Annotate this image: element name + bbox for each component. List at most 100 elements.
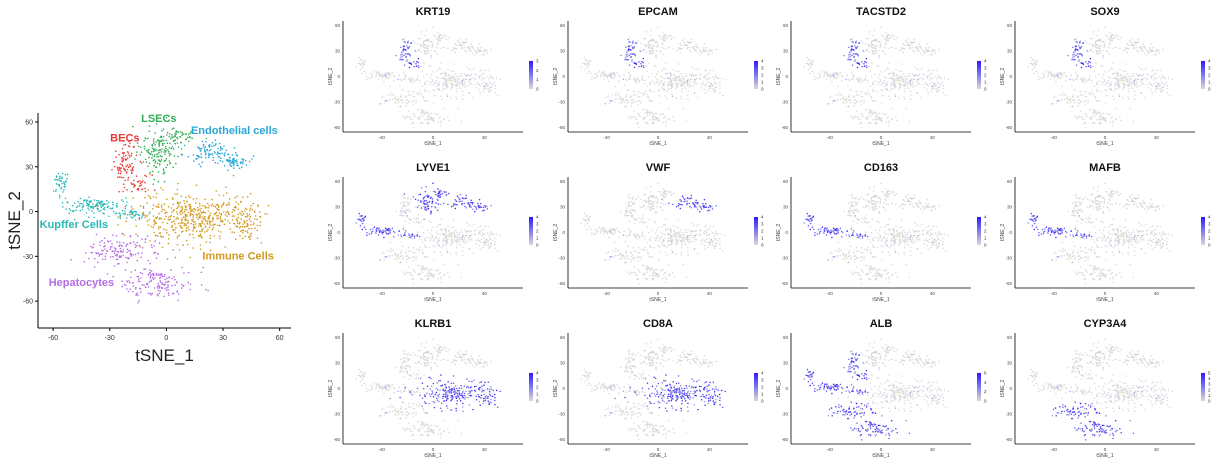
feature-cell-point	[430, 196, 433, 198]
feature-y-tick-label: 0	[337, 74, 340, 79]
cell-point-endothelial-cells	[238, 167, 241, 170]
feature-cell-point	[840, 93, 843, 96]
feature-cell-point	[424, 207, 426, 209]
feature-cell-point	[668, 46, 670, 49]
cell-point-becs	[122, 190, 124, 193]
cell-point-lsecs	[159, 149, 162, 151]
cell-point-hepatocytes	[177, 299, 179, 302]
feature-cell-point	[833, 75, 835, 78]
feature-cell-point	[409, 218, 412, 220]
feature-cell-point	[645, 45, 647, 48]
feature-cell-point	[1095, 40, 1098, 42]
feature-cell-point	[825, 78, 828, 80]
cell-point-kupffer-cells	[119, 213, 121, 215]
feature-cell-point	[881, 103, 883, 105]
cell-point-endothelial-cells	[226, 159, 228, 162]
feature-cell-point	[1109, 121, 1111, 124]
feature-cell-point	[619, 97, 621, 100]
feature-cell-point	[623, 74, 625, 76]
feature-cell-point	[654, 119, 656, 121]
feature-cell-point	[1108, 113, 1110, 116]
feature-cell-point	[414, 206, 417, 208]
feature-cell-point	[1080, 101, 1082, 103]
feature-cell-point	[423, 88, 426, 91]
feature-cell-point	[435, 37, 437, 40]
cell-point-becs	[130, 172, 133, 175]
feature-cell-point	[630, 99, 632, 102]
feature-cell-point	[936, 79, 939, 81]
cell-point-lsecs	[154, 160, 157, 162]
cell-point-immune-cells	[217, 205, 220, 207]
cell-point-becs	[139, 182, 142, 184]
feature-cell-point	[1087, 99, 1090, 102]
feature-cell-point	[873, 39, 875, 42]
feature-cell-point	[691, 73, 693, 76]
feature-cell-point	[490, 48, 492, 51]
feature-cell-point	[887, 67, 890, 70]
cell-point-immune-cells	[178, 234, 180, 237]
cell-point-lsecs	[155, 166, 158, 168]
cell-point-immune-cells	[241, 237, 244, 240]
feature-cell-point	[380, 230, 383, 233]
cell-point-kupffer-cells	[65, 208, 68, 211]
feature-y-tick-label: 30	[560, 48, 566, 53]
feature-cell-point	[419, 82, 421, 85]
feature-cell-point	[1093, 121, 1095, 124]
cell-point-immune-cells	[256, 218, 258, 221]
feature-cell-point	[1087, 63, 1089, 65]
feature-cell-point	[368, 233, 371, 235]
feature-cell-point	[627, 48, 630, 51]
feature-cell-point	[457, 107, 459, 110]
cell-point-lsecs	[172, 136, 174, 138]
feature-cell-point	[482, 53, 484, 56]
feature-cell-point	[1089, 117, 1091, 119]
main-y-tick-label: 0	[29, 209, 33, 216]
cell-point-hepatocytes	[120, 255, 122, 257]
feature-cell-point	[1140, 68, 1142, 70]
feature-cell-point	[1098, 73, 1101, 76]
cell-point-lsecs	[154, 144, 156, 146]
feature-cell-point	[411, 77, 414, 80]
cell-point-lsecs	[151, 156, 153, 159]
feature-cell-point	[384, 99, 386, 102]
feature-cell-point	[489, 82, 492, 85]
feature-cell-point	[663, 40, 665, 43]
cell-point-immune-cells	[154, 222, 156, 224]
cell-point-becs	[117, 169, 120, 172]
feature-cell-point	[893, 78, 895, 81]
feature-y-tick-label: -30	[333, 100, 340, 105]
feature-cell-point	[389, 85, 391, 88]
feature-cell-point	[609, 71, 612, 74]
feature-cell-point	[683, 81, 685, 84]
cell-point-becs	[122, 176, 124, 179]
cell-point-immune-cells	[233, 206, 236, 209]
cell-point-immune-cells	[179, 210, 182, 212]
feature-cell-point	[681, 80, 683, 83]
feature-cell-point	[435, 51, 437, 53]
feature-cell-point	[459, 86, 461, 88]
feature-cell-point	[896, 79, 898, 82]
feature-cell-point	[1127, 97, 1130, 100]
colorbar-tick-label: 3	[761, 66, 764, 71]
feature-cell-point	[412, 126, 415, 129]
feature-cell-point	[849, 53, 851, 56]
feature-cell-point	[426, 80, 428, 83]
cell-point-hepatocytes	[183, 272, 185, 274]
cell-point-immune-cells	[248, 227, 250, 230]
cell-point-immune-cells	[150, 225, 152, 228]
cell-point-endothelial-cells	[225, 149, 227, 152]
cell-point-hepatocytes	[164, 278, 166, 281]
feature-cell-point	[908, 44, 910, 46]
feature-cell-point	[383, 103, 385, 105]
feature-cell-point	[873, 53, 876, 55]
feature-cell-point	[1161, 76, 1163, 79]
feature-cell-point	[409, 209, 411, 212]
feature-cell-point	[423, 52, 426, 54]
cell-point-lsecs	[176, 137, 179, 140]
feature-cell-point	[715, 89, 717, 91]
feature-cell-point	[1159, 88, 1162, 91]
feature-cell-point	[902, 43, 905, 45]
feature-cell-point	[686, 94, 689, 96]
feature-cell-point	[584, 68, 587, 71]
feature-cell-point	[1135, 42, 1137, 44]
